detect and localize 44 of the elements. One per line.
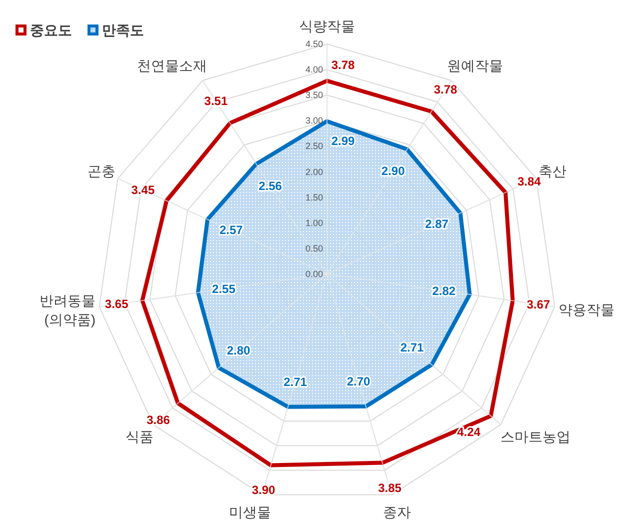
spoke-label: 식품 <box>126 428 154 444</box>
spoke-label: 반려동물 (의약품) <box>40 292 96 328</box>
data-label: 3.45 <box>131 182 155 197</box>
spoke-label: 약용작물 <box>558 301 614 318</box>
y-tick-label: 2.00 <box>305 166 323 177</box>
data-label: 2.90 <box>381 164 406 178</box>
y-tick-label: 3.50 <box>305 90 323 100</box>
y-tick-label: 2.50 <box>305 141 323 152</box>
legend-label: 중요도 <box>30 22 72 38</box>
y-tick-label: 4.50 <box>305 39 323 49</box>
spoke-label: 미생물 <box>229 504 272 520</box>
spoke-label: 원예작물 <box>447 57 504 74</box>
data-label: 2.71 <box>284 374 308 389</box>
data-label: 3.86 <box>146 413 170 428</box>
data-label: 3.85 <box>378 480 402 495</box>
data-label: 3.65 <box>104 297 129 312</box>
data-label: 3.90 <box>252 483 276 498</box>
data-label: 3.84 <box>518 174 542 189</box>
data-label: 3.51 <box>204 94 228 108</box>
data-label: 2.71 <box>400 340 424 355</box>
data-label: 3.78 <box>434 82 458 97</box>
spoke-label: 식량작물 <box>299 18 355 34</box>
data-label: 2.80 <box>226 344 250 358</box>
data-label: 3.78 <box>331 58 355 72</box>
data-label: 2.56 <box>258 178 282 193</box>
spoke-label: 곤충 <box>87 162 116 179</box>
spoke-label: 축산 <box>538 162 567 179</box>
data-label: 2.87 <box>425 216 449 231</box>
y-tick-label: 1.50 <box>305 192 323 202</box>
data-label: 3.67 <box>526 297 550 312</box>
spoke-label: 스마트농업 <box>500 428 570 444</box>
data-label: 2.57 <box>219 223 244 238</box>
spoke-label: 종자 <box>382 504 411 520</box>
data-label: 2.70 <box>346 374 371 388</box>
data-label: 2.55 <box>212 282 236 296</box>
y-tick-label: 3.00 <box>305 116 323 126</box>
y-tick-label: 0.00 <box>305 269 323 279</box>
data-label: 2.82 <box>432 284 456 298</box>
legend-label: 만족도 <box>102 22 144 38</box>
y-tick-label: 4.00 <box>305 64 323 75</box>
y-tick-label: 1.00 <box>305 218 323 228</box>
y-tick-label: 0.50 <box>305 243 323 254</box>
spoke-label: 천연물소재 <box>136 57 207 74</box>
data-label: 2.99 <box>331 134 355 148</box>
